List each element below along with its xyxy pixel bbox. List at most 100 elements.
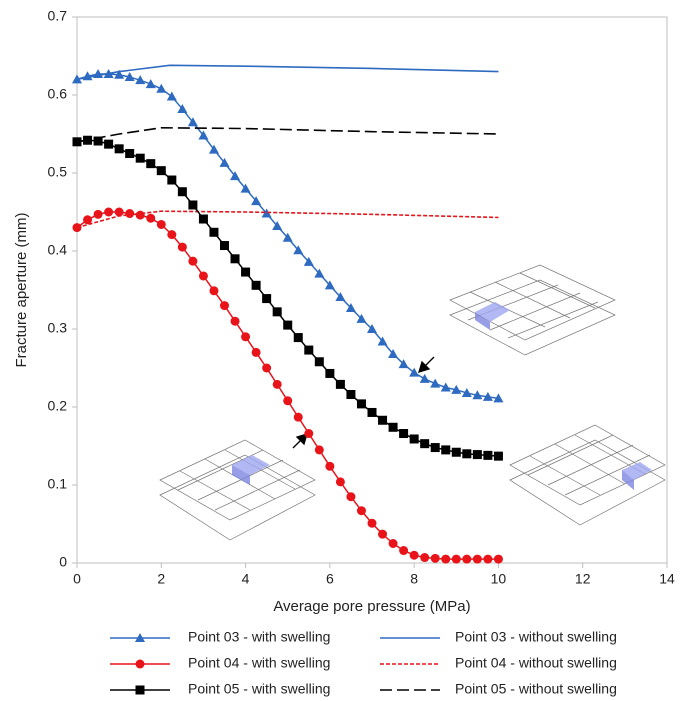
marker — [167, 92, 177, 101]
marker — [157, 220, 166, 229]
marker — [389, 539, 398, 548]
y-tick-label: 0.6 — [48, 86, 68, 102]
marker — [283, 396, 292, 405]
marker — [452, 555, 461, 564]
y-tick-label: 0.1 — [48, 476, 68, 492]
marker — [368, 408, 377, 417]
x-tick-label: 14 — [659, 571, 675, 587]
marker — [252, 281, 261, 290]
marker — [209, 228, 218, 237]
x-tick-label: 8 — [410, 571, 418, 587]
x-axis-title: Average pore pressure (MPa) — [273, 598, 470, 615]
marker — [136, 154, 145, 163]
y-tick-label: 0.4 — [48, 242, 68, 258]
marker — [209, 286, 218, 295]
series-line — [77, 128, 498, 142]
marker — [220, 301, 229, 310]
marker — [188, 257, 197, 266]
chart: Average pore pressure (MPa) Fracture ape… — [0, 0, 688, 701]
marker — [494, 452, 503, 461]
x-tick-label: 2 — [157, 571, 165, 587]
marker — [325, 369, 334, 378]
marker — [231, 254, 240, 263]
marker — [178, 243, 187, 252]
marker — [136, 660, 145, 669]
marker — [410, 551, 419, 560]
marker — [399, 429, 408, 438]
legend-label: Point 05 - with swelling — [188, 681, 330, 697]
marker — [357, 399, 366, 408]
marker — [357, 506, 366, 515]
marker — [231, 317, 240, 326]
marker — [167, 176, 176, 185]
marker — [83, 215, 92, 224]
marker — [431, 443, 440, 452]
marker — [368, 519, 377, 528]
legend-label: Point 03 - with swelling — [188, 629, 330, 645]
marker — [136, 211, 145, 220]
marker — [483, 451, 492, 460]
marker — [252, 348, 261, 357]
marker — [399, 546, 408, 555]
marker — [441, 445, 450, 454]
marker — [494, 555, 503, 564]
marker — [336, 380, 345, 389]
marker — [304, 346, 313, 355]
marker — [115, 144, 124, 153]
marker — [462, 449, 471, 458]
legend-label: Point 05 - without swelling — [455, 681, 617, 697]
inset-mesh — [160, 440, 315, 540]
inset-mesh — [450, 265, 615, 355]
marker — [125, 209, 134, 218]
marker — [273, 380, 282, 389]
marker — [294, 333, 303, 342]
x-tick-label: 4 — [242, 571, 250, 587]
marker — [378, 530, 387, 539]
marker — [452, 448, 461, 457]
marker — [167, 230, 176, 239]
marker — [199, 215, 208, 224]
marker — [199, 271, 208, 280]
legend-label: Point 04 - with swelling — [188, 655, 330, 671]
marker — [315, 445, 324, 454]
marker — [410, 434, 419, 443]
marker — [346, 492, 355, 501]
marker — [262, 364, 271, 373]
marker — [273, 307, 282, 316]
marker — [420, 553, 429, 562]
y-tick-label: 0 — [59, 554, 67, 570]
x-tick-label: 10 — [491, 571, 507, 587]
arrow — [293, 434, 307, 448]
marker — [430, 379, 440, 388]
arrow — [419, 357, 434, 372]
marker — [378, 416, 387, 425]
marker — [473, 450, 482, 459]
legend-label: Point 03 - without swelling — [455, 629, 617, 645]
y-tick-label: 0.7 — [48, 8, 68, 24]
x-tick-label: 0 — [73, 571, 81, 587]
marker — [220, 241, 229, 250]
marker — [336, 477, 345, 486]
y-tick-label: 0.2 — [48, 398, 68, 414]
legend-label: Point 04 - without swelling — [455, 655, 617, 671]
marker — [346, 390, 355, 399]
marker — [441, 555, 450, 564]
marker — [304, 429, 313, 438]
marker — [420, 374, 430, 383]
series-line — [77, 140, 498, 456]
y-axis-title: Fracture aperture (mm) — [13, 212, 30, 367]
y-tick-label: 0.5 — [48, 164, 68, 180]
marker — [325, 462, 334, 471]
marker — [473, 555, 482, 564]
marker — [431, 554, 440, 563]
marker — [389, 423, 398, 432]
inset-mesh — [510, 425, 665, 525]
marker — [462, 555, 471, 564]
marker — [146, 159, 155, 168]
marker — [188, 200, 197, 209]
marker — [315, 357, 324, 366]
marker — [241, 332, 250, 341]
marker — [104, 140, 113, 149]
marker — [420, 439, 429, 448]
marker — [125, 149, 134, 158]
